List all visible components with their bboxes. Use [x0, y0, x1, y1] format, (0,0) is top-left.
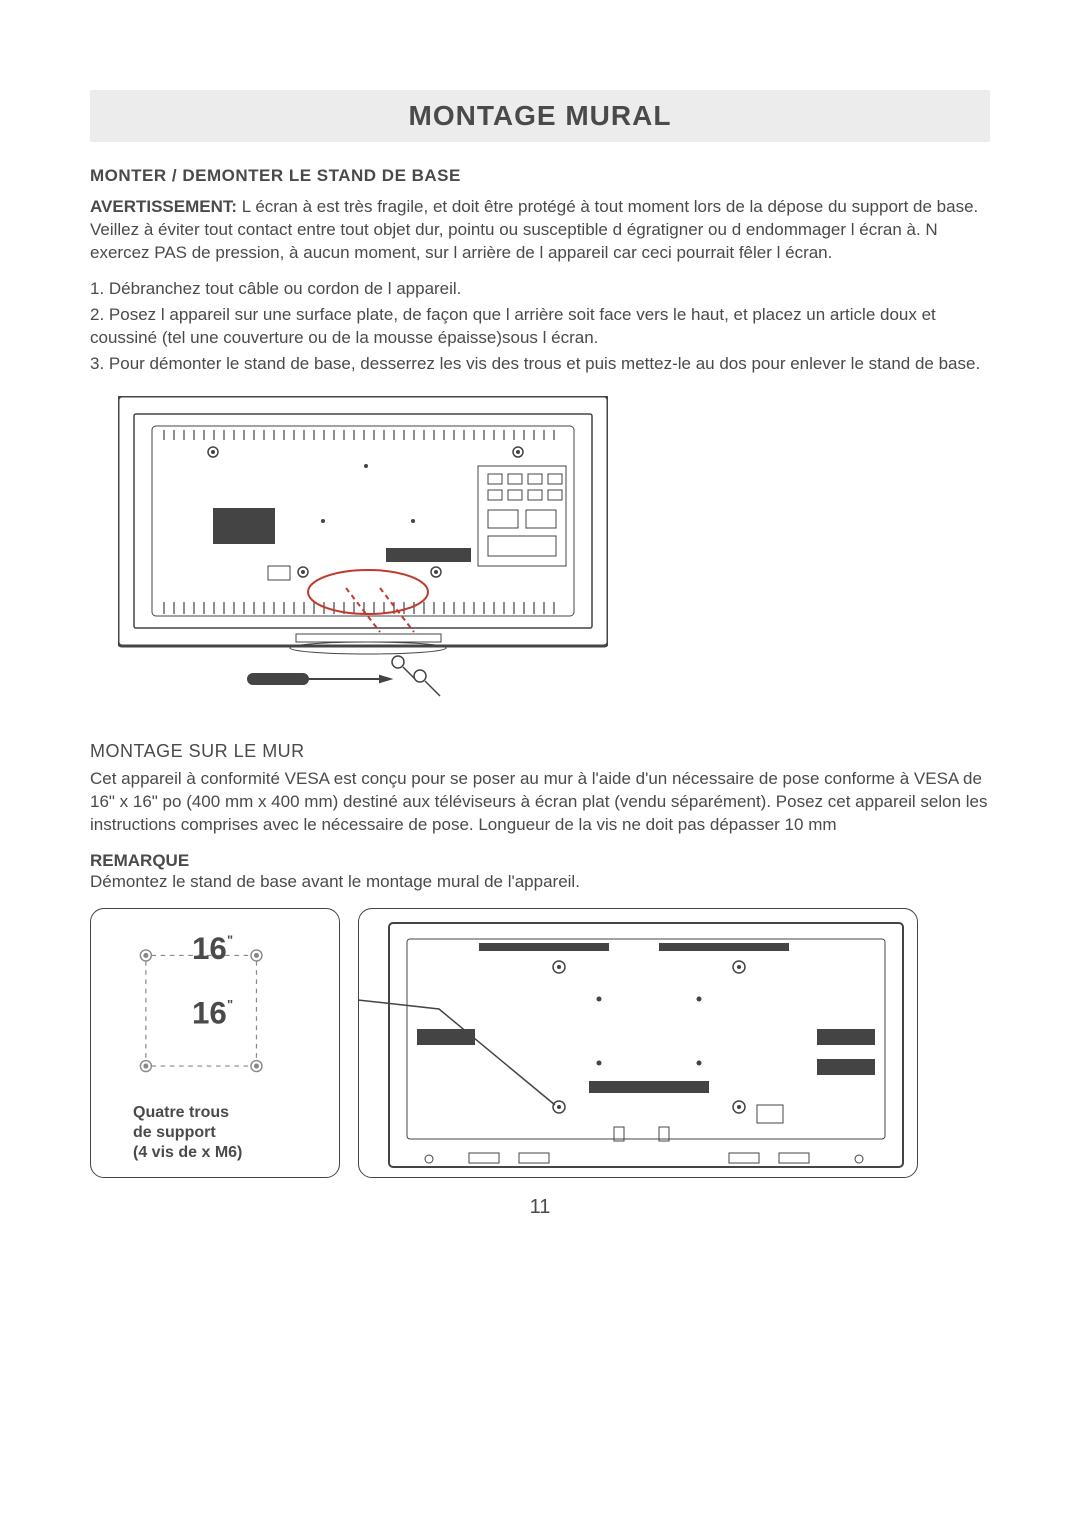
tv-back-diagram [118, 396, 990, 711]
steps-list: 1. Débranchez tout câble ou cordon de l … [90, 277, 990, 376]
section1-heading: MONTER / DEMONTER LE STAND DE BASE [90, 166, 990, 186]
vesa-caption-l2: de support [133, 1123, 242, 1143]
vesa-dim-v: 16 [192, 995, 227, 1030]
section2-text: Cet appareil à conformité VESA est conçu… [90, 768, 990, 837]
page-title: MONTAGE MURAL [90, 100, 990, 132]
vesa-caption-l1: Quatre trous [133, 1103, 242, 1123]
vesa-dim-h: 16 [192, 931, 227, 966]
vesa-unit-h: " [227, 932, 233, 947]
section2-heading: MONTAGE SUR LE MUR [90, 741, 990, 762]
page-number: 11 [0, 1196, 1080, 1219]
tv-back-closeup-panel [358, 908, 918, 1178]
step-1: 1. Débranchez tout câble ou cordon de l … [90, 277, 990, 301]
vesa-caption-l3: (4 vis de x M6) [133, 1143, 242, 1163]
bottom-diagram-row: 16 " 16 " Quatre trous de support (4 vis… [90, 908, 990, 1178]
vesa-dimensions-panel: 16 " 16 " Quatre trous de support (4 vis… [90, 908, 340, 1178]
remarque-text: Démontez le stand de base avant le monta… [90, 871, 990, 894]
vesa-unit-v: " [227, 997, 233, 1012]
page-title-bar: MONTAGE MURAL [90, 90, 990, 142]
step-3: 3. Pour démonter le stand de base, desse… [90, 352, 990, 376]
warning-paragraph: AVERTISSEMENT: L écran à est très fragil… [90, 196, 990, 265]
step-2: 2. Posez l appareil sur une surface plat… [90, 303, 990, 351]
remarque-label: REMARQUE [90, 851, 990, 871]
vesa-caption: Quatre trous de support (4 vis de x M6) [133, 1103, 242, 1163]
warning-label: AVERTISSEMENT: [90, 197, 237, 216]
